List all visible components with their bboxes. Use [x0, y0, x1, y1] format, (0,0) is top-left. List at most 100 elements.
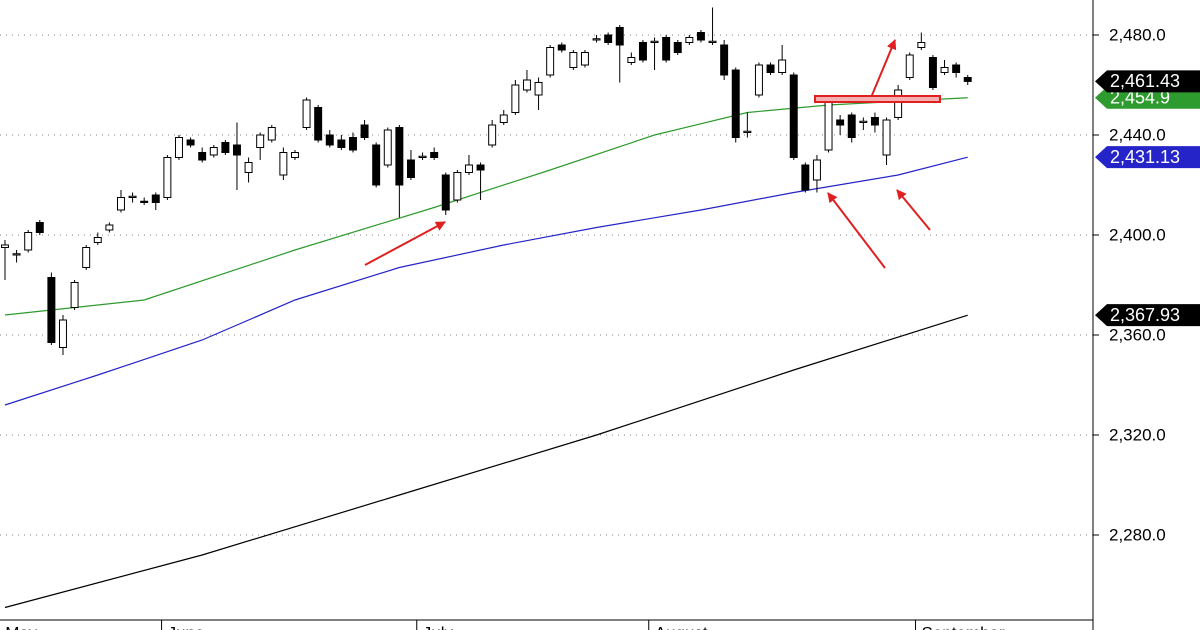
candle-body	[430, 152, 439, 158]
candle-body	[499, 114, 508, 123]
candle-body	[928, 57, 937, 88]
candle-body	[894, 89, 903, 118]
candle-body	[476, 164, 485, 171]
candle-body	[12, 253, 21, 256]
y-tick-label: 2,400.0	[1109, 225, 1166, 244]
x-tick-label: May	[5, 623, 38, 630]
candle-body	[580, 52, 589, 66]
candle-body	[256, 134, 265, 148]
y-tick-label: 2,440.0	[1109, 125, 1166, 144]
x-tick-label: June	[168, 623, 205, 630]
candle-body	[441, 174, 450, 211]
candle-body	[731, 69, 740, 138]
candle-body	[325, 134, 334, 146]
candle-body	[604, 34, 613, 43]
price-tag-label: 2,461.43	[1110, 71, 1180, 91]
candle-body	[511, 84, 520, 113]
candle-body	[128, 195, 137, 198]
candle-body	[267, 127, 276, 141]
candle-body	[627, 57, 636, 63]
x-tick-label: September	[922, 623, 1005, 630]
x-tick-label: August	[655, 623, 708, 630]
candle-body	[824, 102, 833, 151]
candle-body	[59, 319, 67, 348]
candle-body	[337, 139, 346, 148]
moving-average-line	[4, 97, 968, 316]
candle-body	[232, 144, 241, 156]
candle-body	[696, 32, 705, 41]
moving-average-line	[4, 156, 968, 406]
candle-body	[151, 194, 160, 203]
candle-body	[870, 117, 879, 126]
candle-body	[847, 114, 856, 138]
candle-body	[546, 47, 555, 76]
candle-body	[801, 164, 810, 191]
arrow	[869, 39, 897, 101]
candle-body	[952, 64, 961, 73]
candle-body	[557, 44, 566, 51]
candle-body	[673, 42, 682, 53]
candle-body	[812, 159, 821, 181]
candle-body	[186, 139, 195, 146]
candle-body	[963, 77, 972, 82]
candle-body	[372, 144, 381, 186]
y-tick-label: 2,480.0	[1109, 25, 1166, 44]
candle-body	[592, 38, 601, 41]
candle-body	[685, 37, 694, 43]
candle-body	[117, 197, 125, 211]
candle-body	[418, 155, 427, 158]
candle-body	[453, 172, 462, 201]
candle-body	[488, 124, 497, 146]
candle-body	[534, 82, 543, 96]
candle-body	[209, 147, 218, 156]
candle-body	[174, 137, 183, 158]
candle-body	[708, 40, 717, 43]
price-tag	[1095, 304, 1200, 327]
candle-body	[905, 54, 914, 78]
candle-body	[302, 99, 311, 128]
x-tick-label: July	[423, 623, 454, 630]
candle-body	[522, 79, 531, 91]
candle-body	[569, 52, 578, 68]
candle-body	[395, 127, 404, 186]
candle-body	[615, 27, 624, 46]
candle-body	[836, 119, 845, 126]
candle-body	[743, 130, 752, 133]
candle-body	[464, 164, 473, 173]
candle-body	[105, 224, 114, 231]
y-tick-label: 2,280.0	[1109, 525, 1166, 544]
moving-average-line	[4, 314, 968, 609]
price-tag-label: 2,367.93	[1110, 305, 1180, 325]
candle-body	[650, 40, 659, 43]
arrow	[364, 221, 446, 266]
candle-body	[778, 59, 787, 73]
candle-body	[93, 237, 102, 243]
highlight-box	[814, 95, 941, 103]
candle-body	[35, 222, 44, 233]
candle-body	[70, 282, 79, 308]
candle-body	[348, 137, 357, 151]
candle-body	[314, 107, 323, 141]
candle-body	[638, 42, 647, 61]
candle-body	[406, 159, 415, 178]
candle-body	[47, 277, 56, 343]
candle-body	[24, 232, 33, 251]
candle-body	[221, 142, 230, 153]
candle-body	[279, 152, 288, 176]
candle-body	[198, 152, 207, 161]
price-tag-label: 2,431.13	[1110, 147, 1180, 167]
candle-body	[244, 162, 253, 173]
candle-body	[859, 120, 868, 123]
candle-body	[290, 152, 299, 158]
y-tick-label: 2,360.0	[1109, 325, 1166, 344]
candle-body	[82, 247, 91, 268]
arrow	[827, 192, 886, 269]
candle-body	[882, 119, 891, 156]
candle-body	[360, 124, 369, 138]
candle-body	[754, 64, 763, 96]
candle-body	[940, 67, 949, 73]
plot: 2,280.0 2,320.0 2,360.0 2,400.0 2,440.0 2,480…	[0, 0, 1166, 630]
price-tag	[1095, 146, 1200, 169]
candle-body	[917, 42, 926, 48]
